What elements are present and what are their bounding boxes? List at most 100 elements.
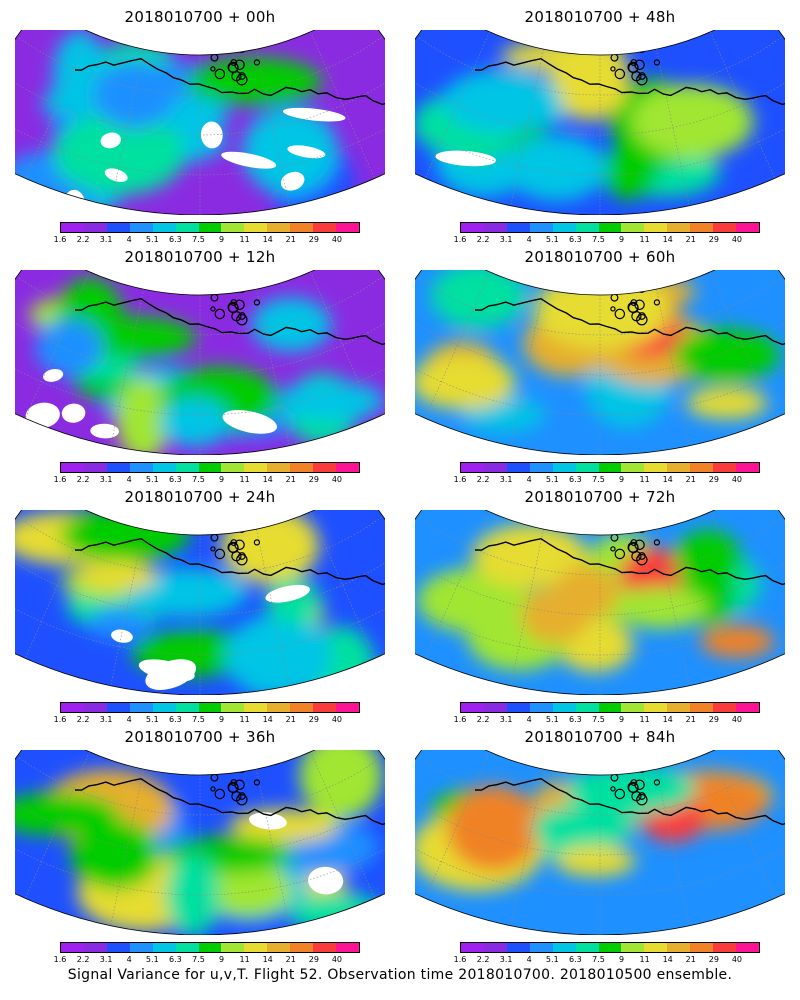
colorbar-tick-label: 5.1 [145,955,159,964]
polar-map [15,510,385,695]
colorbar-tick-label: 7.5 [592,715,605,724]
colorbar-swatch [667,943,691,952]
colorbar-swatch [267,223,291,232]
colorbar-tick-label: 29 [308,715,319,724]
colorbar-tick-label: 9 [218,955,225,964]
colorbar-tick-label: 21 [685,235,696,244]
colorbar-tick-label: 29 [708,715,719,724]
colorbar-tick-label: 14 [662,715,673,724]
colorbar-swatch [152,463,176,472]
colorbar-tick-label: 14 [262,235,273,244]
colorbar-tick-label: 7.5 [592,235,605,244]
colorbar-tick-label: 1.6 [453,715,467,724]
colorbar-tick-label: 29 [308,235,319,244]
colorbar-swatch [736,703,759,712]
colorbar-tick-label: 40 [331,715,343,724]
colorbar-swatch [736,223,759,232]
colorbar-tick-label: 21 [285,475,296,484]
colorbar-tick-label: 14 [262,715,273,724]
panel-title: 2018010700 + 72h [524,488,676,506]
colorbar-tick-label: 7.5 [192,955,205,964]
colorbar-swatch [61,943,84,952]
colorbar-tick-label: 5.1 [145,475,159,484]
colorbar-tick-label: 40 [731,235,743,244]
colorbar-tick-label: 5.1 [545,715,559,724]
colorbar-tick-label: 5.1 [145,235,159,244]
colorbar-tick-label: 4 [526,235,532,244]
colorbar-tick-label: 29 [708,235,719,244]
colorbar-swatch [713,463,737,472]
colorbar-swatch [198,463,222,472]
colorbar-swatch [644,463,668,472]
colorbar-tick-label: 3.1 [499,715,513,724]
colorbar-tick-label: 6.3 [169,475,182,484]
colorbar-tick-label: 40 [731,475,743,484]
colorbar-swatch [621,223,645,232]
colorbar-swatch [336,943,359,952]
colorbar-tick-label: 11 [639,955,650,964]
colorbar-swatch [106,703,130,712]
colorbar-swatch [290,703,314,712]
colorbar-swatch [198,223,222,232]
colorbar-tick-label: 21 [685,475,696,484]
panel-title: 2018010700 + 84h [524,728,676,746]
colorbar-tick-label: 4 [126,235,132,244]
colorbar-swatch [198,943,222,952]
colorbar: 1.6 2.2 3.1 4 5.1 6.3 7.5 9 11 14 21 29 40 [454,222,760,246]
colorbar-tick-label: 4 [126,475,132,484]
colorbar: 1.6 2.2 3.1 4 5.1 6.3 7.5 9 11 14 21 29 40 [54,702,360,726]
colorbar-tick-label: 11 [239,475,250,484]
colorbar-swatch [290,463,314,472]
colorbar-tick-label: 3.1 [499,955,513,964]
colorbar-swatch [313,223,337,232]
colorbar-swatch [244,223,268,232]
colorbar-tick-label: 7.5 [192,235,205,244]
colorbar-tick-label: 5.1 [145,715,159,724]
colorbar-tick-label: 29 [708,955,719,964]
colorbar-swatch [736,463,759,472]
colorbar-tick-label: 11 [639,715,650,724]
colorbar-swatch [621,943,645,952]
colorbar-tick-label: 2.2 [476,475,490,484]
colorbar-swatch [461,223,484,232]
colorbar-swatch [106,223,130,232]
colorbar-tick-label: 9 [218,235,225,244]
colorbar-tick-label: 21 [285,715,296,724]
colorbar-swatch [221,703,245,712]
colorbar-tick-label: 21 [285,235,296,244]
colorbar-tick-label: 6.3 [569,715,582,724]
colorbar-swatch [598,703,622,712]
colorbar-swatch [175,223,199,232]
colorbar-tick-label: 3.1 [99,955,113,964]
colorbar-tick-label: 1.6 [53,475,67,484]
colorbar-swatch [221,463,245,472]
colorbar-tick-label: 2.2 [76,235,90,244]
colorbar-swatch [713,943,737,952]
colorbar-swatch [644,223,668,232]
colorbar-tick-label: 11 [239,235,250,244]
colorbar-tick-label: 6.3 [569,475,582,484]
colorbar-swatch [506,463,530,472]
colorbar-swatch [267,703,291,712]
polar-map [415,30,785,215]
colorbar-tick-label: 11 [239,955,250,964]
colorbar-swatch [61,463,84,472]
colorbar-tick-label: 9 [618,235,625,244]
colorbar-swatch [244,463,268,472]
colorbar-swatch [267,463,291,472]
colorbar-tick-label: 3.1 [499,475,513,484]
colorbar-swatch [336,463,359,472]
colorbar-swatch [575,223,599,232]
colorbar-swatch [175,703,199,712]
polar-map [15,270,385,455]
colorbar-tick-label: 5.1 [545,235,559,244]
map-panel: 2018010700 + 24h 1.6 2.2 3.1 4 5.1 6.3 7.5 9 11 14… [0,480,400,724]
colorbar-tick-label: 40 [331,475,343,484]
colorbar: 1.6 2.2 3.1 4 5.1 6.3 7.5 9 11 14 21 29 40 [54,222,360,246]
colorbar-tick-label: 21 [685,955,696,964]
colorbar-tick-label: 9 [218,475,225,484]
colorbar: 1.6 2.2 3.1 4 5.1 6.3 7.5 9 11 14 21 29 40 [454,702,760,726]
colorbar-swatch [461,463,484,472]
colorbar-swatch [667,703,691,712]
panel-title: 2018010700 + 24h [124,488,276,506]
